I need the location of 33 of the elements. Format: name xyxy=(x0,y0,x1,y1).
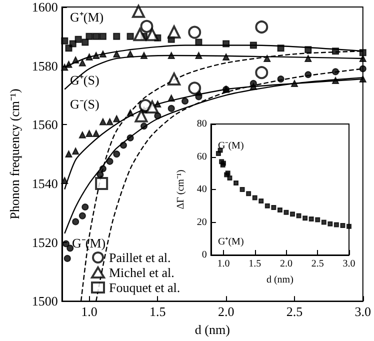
annotation: G⁺(M) xyxy=(70,10,104,24)
x-tick-label: 1.5 xyxy=(150,304,166,320)
y-tick-label: 1500 xyxy=(32,294,58,309)
x-tick-label: 3.0 xyxy=(342,258,356,270)
y-tick-label: 80 xyxy=(196,118,207,130)
x-axis-title: d (nm) xyxy=(266,274,294,286)
x-tick-label: 2.5 xyxy=(286,304,303,320)
y-tick-label: 1580 xyxy=(32,58,58,74)
annotation: G⁻(M) xyxy=(218,140,244,152)
y-axis-title: Phonon frequency (cm⁻¹) xyxy=(7,88,22,220)
x-tick-label: 3.0 xyxy=(354,304,371,320)
legend-label: Paillet et al. xyxy=(109,250,171,265)
y-tick-label: 1560 xyxy=(32,117,58,132)
y-tick-label: 1600 xyxy=(32,0,58,14)
x-tick-label: 1.5 xyxy=(248,258,262,270)
annotation: G⁻(M) xyxy=(72,236,106,250)
y-tick-label: 40 xyxy=(196,184,207,195)
x-tick-label: 2.0 xyxy=(280,258,292,270)
y-tick-label: 20 xyxy=(196,216,207,228)
annotation: G⁺(M) xyxy=(218,236,244,248)
legend-label: Michel et al. xyxy=(109,265,174,280)
x-tick-label: 2.0 xyxy=(218,304,234,320)
x-tick-label: 2.5 xyxy=(311,258,324,270)
y-tick-label: 0 xyxy=(202,250,207,260)
x-tick-label: 1.0 xyxy=(81,304,98,320)
y-axis-title: ΔΓ (cm⁻¹) xyxy=(176,170,186,210)
x-axis-title: d (nm) xyxy=(194,322,230,337)
x-tick-label: 1.0 xyxy=(217,258,230,270)
y-tick-label: 1520 xyxy=(32,234,58,250)
y-tick-label: 1540 xyxy=(32,176,58,191)
annotation: G⁻(S) xyxy=(70,96,100,112)
y-tick-label: 60 xyxy=(196,151,207,162)
legend-label: Fouquet et al. xyxy=(109,280,180,295)
